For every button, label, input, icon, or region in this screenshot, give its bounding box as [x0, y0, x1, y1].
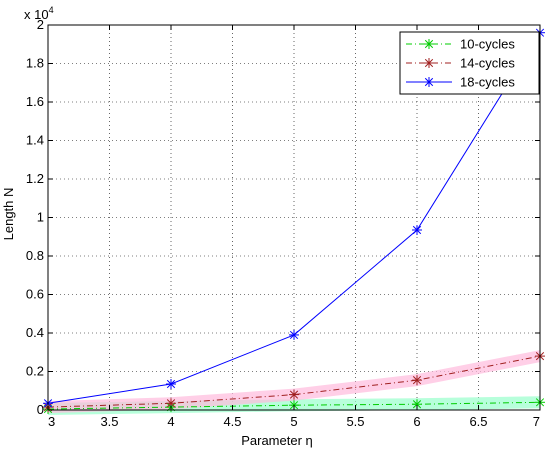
data-point-18-cycles: [412, 225, 422, 236]
legend-label-10-cycles: 10-cycles: [460, 37, 515, 52]
x-tick-label: 3: [48, 414, 55, 429]
x-tick-label: 7: [533, 414, 540, 429]
data-point-14-cycles: [289, 389, 299, 400]
x-tick-label: 5.5: [346, 414, 364, 429]
legend-marker-18-cycles: [424, 77, 434, 87]
x-tick-label: 6.5: [469, 414, 487, 429]
y-tick-label: 0.4: [26, 325, 44, 340]
y-tick-label: 1: [37, 210, 44, 225]
marker-stroke: [412, 225, 422, 235]
data-point-14-cycles: [412, 375, 422, 386]
marker-stroke: [424, 58, 434, 68]
y-tick-label: 1.4: [26, 133, 44, 148]
marker-stroke: [289, 330, 299, 340]
y-tick-label: 0.2: [26, 364, 44, 379]
y-tick-label: 0.6: [26, 287, 44, 302]
y-tick-label: 1.8: [26, 56, 44, 71]
x-tick-label: 6: [413, 414, 420, 429]
tick-labels: 0 0.2 0.4 0.6 0.8 1 1.2 1.4 1.6 1.8 2 3 3.5 4 4.5 5 5.5 6…: [26, 17, 540, 429]
legend-marker-10-cycles: [424, 39, 434, 49]
legend-marker-14-cycles: [424, 58, 434, 68]
legend: 10-cycles 14-cycles 18-cycles: [399, 31, 540, 95]
x-tick-label: 3.5: [100, 414, 118, 429]
x-tick-label: 5: [290, 414, 297, 429]
marker-stroke: [289, 390, 299, 399]
y-tick-label: 2: [37, 17, 44, 32]
x-tick-label: 4: [167, 414, 174, 429]
marker-stroke: [424, 77, 434, 87]
series-line-10-cycles: [47, 401, 541, 410]
y-tick-label: 1.6: [26, 94, 44, 109]
grid: [48, 25, 540, 410]
marker-stroke: [412, 376, 422, 385]
series-line-14-cycles: [47, 355, 541, 408]
marker-stroke: [166, 379, 176, 389]
y-axis-label: Length N: [1, 188, 16, 241]
y-tick-label: 0.8: [26, 248, 44, 263]
y-multiplier-label: x 104: [24, 5, 54, 22]
legend-label-18-cycles: 18-cycles: [460, 75, 515, 90]
legend-label-14-cycles: 14-cycles: [460, 56, 515, 71]
x-tick-label: 4.5: [223, 414, 241, 429]
ticks: [47, 24, 541, 411]
y-tick-label: 1.2: [26, 171, 44, 186]
marker-stroke: [166, 399, 176, 408]
data-point-18-cycles: [166, 379, 176, 390]
marker-stroke: [412, 400, 422, 409]
marker-stroke: [424, 39, 434, 49]
data-point-18-cycles: [289, 329, 299, 340]
x-axis-label: Parameter η: [241, 433, 313, 448]
series-band-14-cycles: [48, 350, 540, 414]
y-tick-label: 0: [37, 402, 44, 417]
